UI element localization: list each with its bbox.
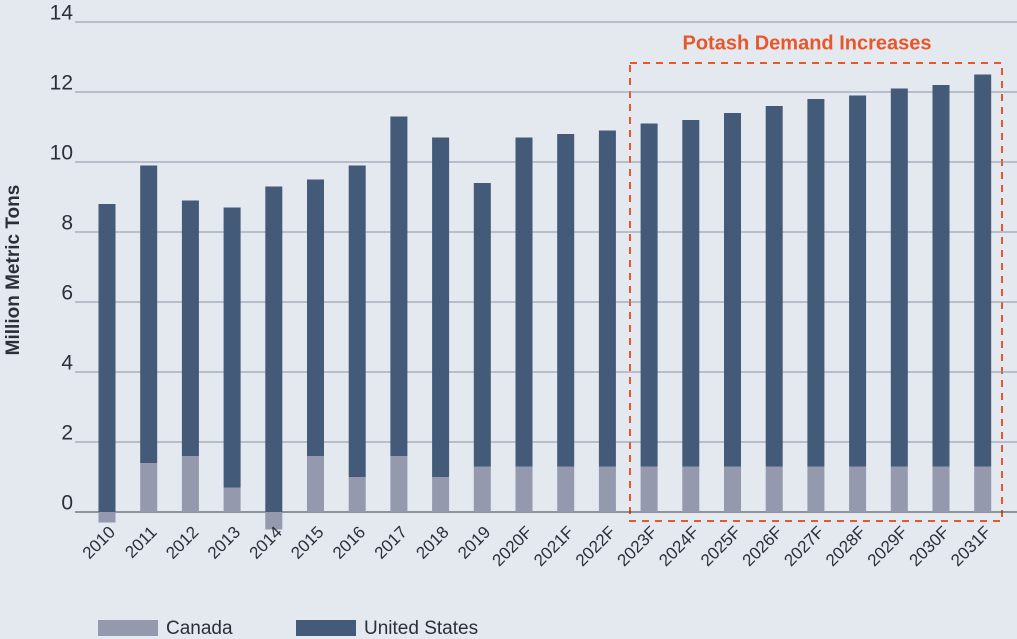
x-tick-label: 2021F [530,523,578,571]
annotation-box [629,62,1003,522]
bar [265,512,283,530]
bar [473,183,491,467]
bar [598,130,616,467]
bar [765,106,783,467]
bar [598,466,616,512]
x-tick-label: 2026F [739,523,787,571]
y-tick-label: 8 [61,212,73,235]
y-tick-label: 2 [61,422,73,445]
bar [181,456,199,512]
bar [724,113,741,467]
bar [307,179,324,456]
legend-swatch [98,620,158,636]
bar [890,466,908,512]
annotation: Potash Demand Increases [683,32,932,54]
x-tick-label: 2027F [780,523,828,571]
bar [98,204,116,512]
x-tick-label: 2030F [905,523,953,571]
x-tick-label: 2018 [412,523,452,563]
x-tick-label: 2029F [864,523,912,571]
bar [890,88,908,467]
bar [974,466,992,512]
x-tick-label: 2012 [162,523,202,563]
legend-label: Canada [166,618,233,639]
bar [307,456,324,512]
x-tick-label: 2025F [697,523,745,571]
x-tick-label: 2022F [572,523,620,571]
bar [473,466,491,512]
bar [432,477,450,512]
bar [515,466,533,512]
x-tick-label: 2013 [204,523,244,563]
x-tick-label: 2016 [329,523,369,563]
bar [682,466,700,512]
x-tick-label: 2024F [655,523,703,571]
y-tick-label: 6 [61,282,73,305]
bar [849,466,867,512]
x-tick-label: 2010 [79,523,119,563]
y-tick-label: 10 [50,142,73,165]
bar [724,466,741,512]
bar [265,186,283,512]
bar [557,134,575,467]
x-tick-label: 2031F [947,523,995,571]
bar [390,116,408,456]
bar [98,512,116,523]
bar [557,466,575,512]
y-tick-label: 0 [61,492,73,515]
bar [974,74,992,467]
x-tick-label: 2015 [287,523,327,563]
bar [932,85,950,467]
y-tick-label: 4 [61,352,73,375]
bar [140,165,158,463]
x-tick-label: 2011 [121,523,160,562]
bar [515,137,533,467]
bar [849,95,867,467]
bar [640,466,658,512]
legend-swatch [296,620,356,636]
bar [140,463,158,512]
bar [807,99,825,467]
bar [640,123,658,467]
bar [390,456,408,512]
x-tick-label: 2020F [488,523,536,571]
y-tick-label: 12 [50,72,73,95]
y-tick-label: 14 [50,2,74,25]
bar [223,207,241,488]
bar [682,120,700,467]
bar [765,466,783,512]
bar [223,487,241,512]
x-tick-label: 2023F [614,523,662,571]
bar [932,466,950,512]
bar [348,477,366,512]
y-axis-label: Million Metric Tons [3,185,24,356]
bar [181,200,199,456]
x-tick-label: 2017 [371,523,411,563]
bar [348,165,366,477]
bar [432,137,450,477]
x-tick-label: 2028F [822,523,870,571]
legend-label: United States [364,618,478,639]
bar [807,466,825,512]
